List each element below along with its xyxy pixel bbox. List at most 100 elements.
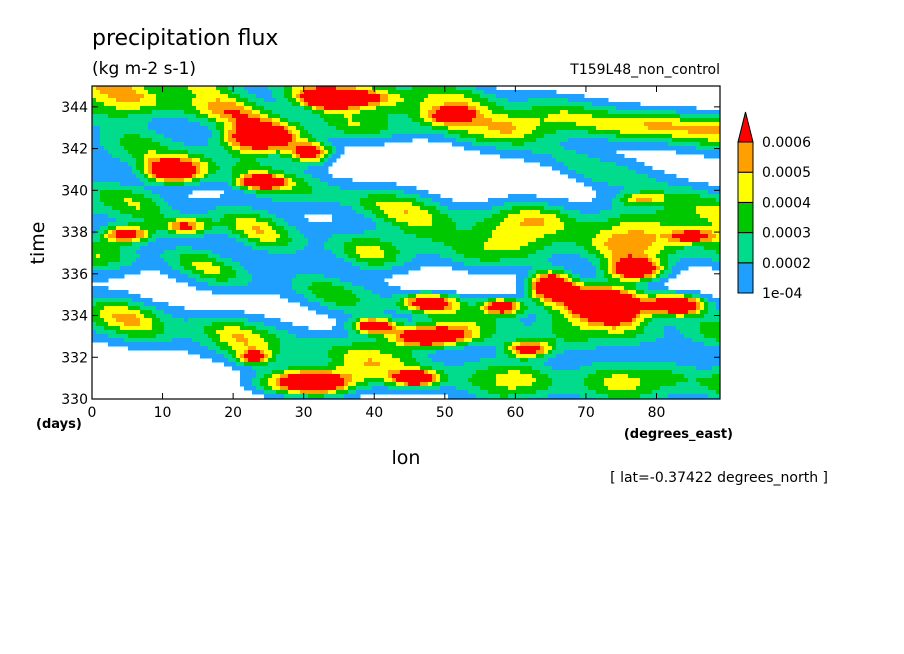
contour-cell	[352, 114, 389, 119]
contour-cell	[704, 154, 721, 159]
contour-cell	[652, 242, 693, 247]
contour-cell	[92, 254, 97, 259]
contour-cell	[608, 110, 677, 115]
contour-cell	[440, 294, 449, 299]
contour-cell	[144, 186, 233, 191]
contour-cell	[592, 178, 657, 183]
contour-cell	[192, 102, 209, 107]
contour-cell	[572, 310, 641, 315]
contour-cell	[128, 114, 197, 119]
contour-cell	[416, 358, 433, 363]
contour-cell	[348, 118, 353, 123]
contour-cell	[400, 94, 429, 99]
contour-cell	[204, 222, 237, 227]
contour-cell	[260, 114, 269, 119]
contour-cell	[304, 170, 329, 175]
contour-cell	[108, 234, 117, 239]
contour-cell	[524, 158, 557, 163]
contour-cell	[140, 202, 157, 207]
contour-cell	[296, 274, 325, 279]
contour-cell	[232, 182, 237, 187]
contour-cell	[236, 274, 253, 279]
contour-cell	[252, 186, 261, 191]
contour-cell	[128, 222, 169, 227]
contour-cell	[652, 270, 657, 275]
contour-cell	[416, 294, 441, 299]
contour-cell	[532, 266, 565, 271]
contour-cell	[532, 278, 537, 283]
contour-cell	[524, 286, 529, 291]
contour-cell	[360, 110, 421, 115]
contour-cell	[408, 222, 433, 227]
contour-cell	[220, 130, 225, 135]
contour-cell	[112, 230, 117, 235]
contour-cell	[196, 278, 217, 283]
contour-cell	[580, 318, 589, 323]
contour-cell	[676, 362, 721, 367]
contour-cell	[232, 122, 237, 127]
contour-cell	[416, 306, 421, 311]
contour-cell	[668, 394, 709, 399]
contour-cell	[580, 210, 601, 215]
contour-cell	[456, 250, 537, 255]
contour-cell	[648, 294, 657, 299]
contour-cell	[240, 158, 257, 163]
contour-cell	[276, 358, 333, 363]
contour-cell	[444, 342, 457, 347]
contour-cell	[284, 86, 293, 91]
contour-cell	[596, 266, 601, 271]
contour-cell	[356, 382, 369, 387]
contour-cell	[588, 338, 657, 343]
contour-cell	[404, 322, 417, 327]
contour-cell	[420, 290, 433, 295]
contour-cell	[388, 386, 441, 391]
contour-cell	[508, 346, 513, 351]
contour-cell	[464, 254, 529, 259]
contour-cell	[276, 382, 281, 387]
contour-cell	[520, 342, 541, 347]
contour-cell	[128, 346, 209, 351]
contour-cell	[124, 338, 173, 343]
contour-cell	[660, 270, 665, 275]
contour-cell	[92, 326, 105, 331]
contour-cell	[536, 282, 573, 287]
contour-cell	[236, 118, 261, 123]
contour-cell	[616, 162, 645, 167]
contour-cell	[228, 150, 241, 155]
contour-cell	[548, 114, 593, 119]
contour-cell	[528, 290, 533, 295]
contour-cell	[172, 314, 265, 319]
contour-cell	[284, 90, 293, 95]
contour-cell	[628, 230, 645, 235]
contour-cell	[472, 382, 497, 387]
contour-cell	[668, 274, 677, 279]
contour-cell	[436, 370, 445, 375]
contour-cell	[284, 182, 289, 187]
contour-cell	[336, 150, 345, 155]
contour-cell	[288, 390, 301, 395]
contour-cell	[108, 226, 117, 231]
contour-cell	[644, 250, 661, 255]
contour-cell	[212, 358, 229, 363]
contour-cell	[592, 186, 625, 191]
contour-cell	[588, 318, 633, 323]
contour-cell	[488, 298, 497, 303]
contour-cell	[440, 382, 473, 387]
contour-cell	[532, 274, 537, 279]
contour-cell	[456, 386, 481, 391]
contour-cell	[512, 346, 517, 351]
contour-cell	[672, 230, 685, 235]
contour-cell	[368, 330, 405, 335]
contour-cell	[108, 238, 117, 243]
contour-cell	[704, 334, 721, 339]
contour-cell	[164, 134, 213, 139]
contour-cell	[540, 210, 561, 215]
contour-cell	[540, 342, 549, 347]
contour-cell	[228, 358, 237, 363]
contour-cell	[384, 210, 405, 215]
contour-cell	[404, 230, 493, 235]
contour-cell	[436, 350, 497, 355]
contour-cell	[244, 362, 269, 367]
contour-cell	[540, 298, 545, 303]
contour-cell	[324, 394, 345, 399]
